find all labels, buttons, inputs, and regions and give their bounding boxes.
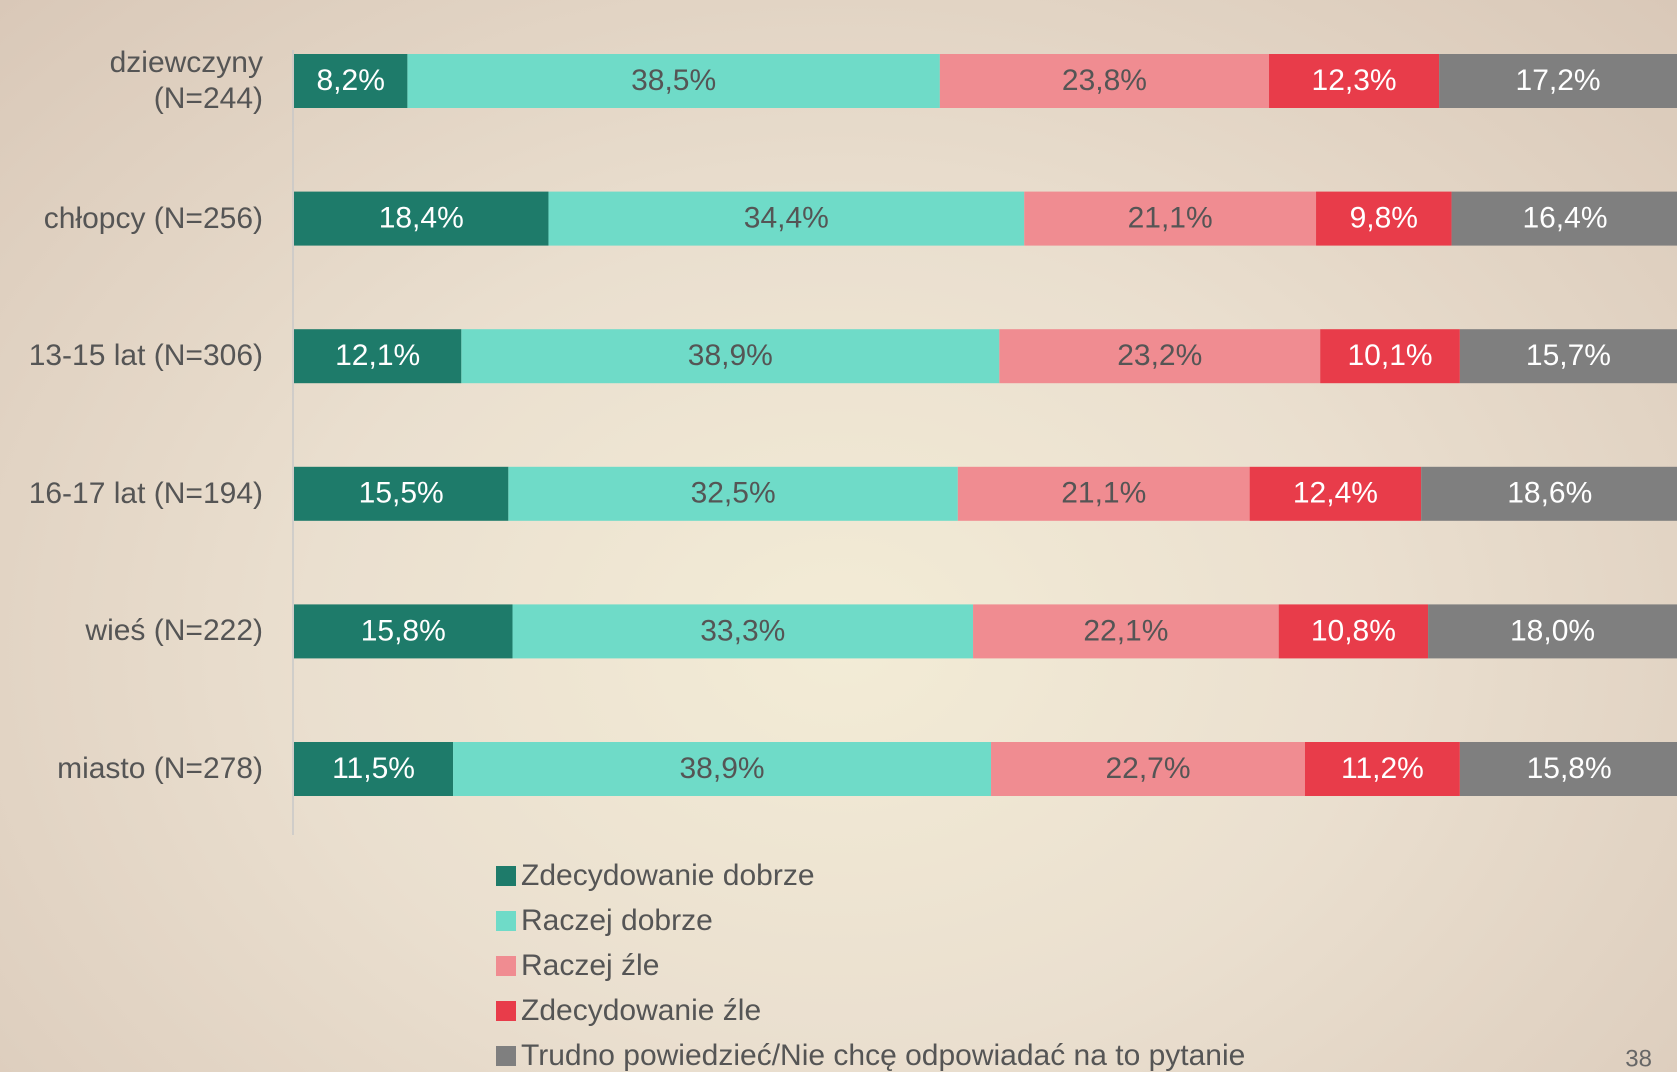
legend-swatch <box>496 1046 516 1066</box>
bar-segment <box>461 329 1000 384</box>
bar-segment <box>1439 54 1677 108</box>
bar-segment <box>973 604 1279 659</box>
value-label: 12,1% <box>335 339 420 372</box>
value-label: 12,3% <box>1312 64 1397 97</box>
value-label: 16,4% <box>1522 202 1607 235</box>
value-label: 15,5% <box>359 477 444 510</box>
value-label: 38,9% <box>679 752 764 785</box>
value-label: 15,7% <box>1526 339 1611 372</box>
bar-segment <box>453 742 992 796</box>
value-label: 21,1% <box>1061 477 1146 510</box>
bar-segment <box>512 604 974 659</box>
page-number: 38 <box>1625 1045 1652 1072</box>
value-label: 10,1% <box>1347 339 1432 372</box>
value-label: 22,1% <box>1083 614 1168 647</box>
legend-label: Raczej dobrze <box>521 904 713 937</box>
bar-segment <box>991 742 1305 796</box>
value-label: 21,1% <box>1128 202 1213 235</box>
bar-segment <box>957 466 1250 521</box>
category-label: dziewczyny (N=244) <box>109 46 263 115</box>
value-label: 8,2% <box>317 64 385 97</box>
bar-segment <box>294 604 513 659</box>
value-label: 10,8% <box>1311 614 1396 647</box>
bar-segment <box>1316 191 1452 246</box>
bar-segment <box>508 466 958 521</box>
value-label: 11,2% <box>1341 752 1424 785</box>
value-label: 9,8% <box>1350 202 1418 235</box>
bar-segment <box>1428 604 1677 659</box>
value-label: 18,6% <box>1507 477 1592 510</box>
legend-label: Raczej źle <box>521 949 659 982</box>
value-label: 12,4% <box>1293 477 1378 510</box>
category-label: wieś (N=222) <box>85 614 263 648</box>
category-label: 16-17 lat (N=194) <box>28 476 263 510</box>
bar-segment <box>294 329 462 384</box>
bar-segment <box>1459 329 1677 384</box>
bar-segment <box>1320 329 1460 384</box>
value-label: 33,3% <box>700 614 785 647</box>
bar-segment <box>939 54 1270 108</box>
bar-segment <box>1024 191 1317 246</box>
legend-label: Trudno powiedzieć/Nie chcę odpowiadać na… <box>521 1039 1245 1072</box>
bar-segment <box>1304 742 1460 796</box>
legend-swatch <box>496 911 516 931</box>
value-label: 18,0% <box>1510 614 1595 647</box>
bar-segment <box>294 191 549 246</box>
bar-segment <box>1269 54 1440 108</box>
value-label: 17,2% <box>1516 64 1601 97</box>
category-label: miasto (N=278) <box>57 752 263 785</box>
bar-segment <box>294 742 454 796</box>
bar-segment <box>1421 466 1677 521</box>
value-label: 38,5% <box>631 64 716 97</box>
bar-segment <box>1459 742 1677 796</box>
category-label: 13-15 lat (N=306) <box>28 339 263 373</box>
legend-label: Zdecydowanie źle <box>521 994 761 1027</box>
bar-segment <box>1278 604 1429 659</box>
value-label: 38,9% <box>688 339 773 372</box>
bar-segment <box>548 191 1025 246</box>
value-label: 15,8% <box>361 614 446 647</box>
value-label: 11,5% <box>332 752 415 785</box>
bar-segment <box>407 54 940 108</box>
value-label: 15,8% <box>1527 752 1612 785</box>
bar-segment <box>999 329 1321 384</box>
category-label: chłopcy (N=256) <box>43 201 263 235</box>
value-label: 34,4% <box>744 202 829 235</box>
value-label: 32,5% <box>691 477 776 510</box>
bar-segment <box>294 54 408 108</box>
legend-swatch <box>496 956 516 976</box>
bar-segment <box>1451 191 1677 246</box>
bar-segment <box>1249 466 1422 521</box>
value-label: 18,4% <box>379 202 464 235</box>
legend-swatch <box>496 866 516 886</box>
legend-swatch <box>496 1001 516 1021</box>
bar-segment <box>294 466 509 521</box>
value-label: 22,7% <box>1105 752 1190 785</box>
legend-label: Zdecydowanie dobrze <box>521 859 815 892</box>
value-label: 23,8% <box>1062 64 1147 97</box>
value-label: 23,2% <box>1117 339 1202 372</box>
